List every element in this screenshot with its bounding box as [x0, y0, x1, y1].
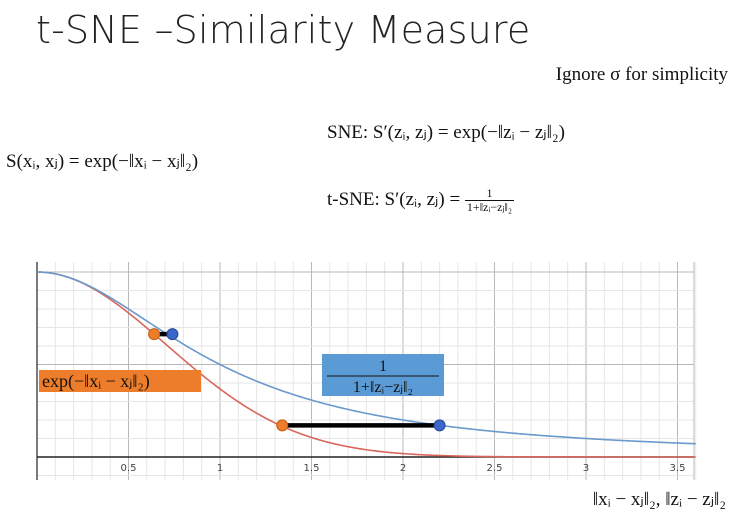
match-point-blue: [166, 328, 179, 341]
x-tick-label: 0.5: [121, 463, 137, 474]
x-tick-label: 3.5: [670, 463, 686, 474]
series-t-curve: [36, 271, 696, 445]
formula-sne: SNE: S′(zᵢ, zⱼ) = exp(−‖zᵢ − zⱼ‖₂): [327, 122, 565, 143]
x-tick-label: 3: [583, 463, 589, 474]
chart-ticks: 0.5 1 1.5 2 2.5 3 3.5: [121, 463, 686, 474]
x-tick-label: 2.5: [487, 463, 503, 474]
match-point-blue: [433, 419, 446, 432]
x-tick-label: 2: [400, 463, 406, 474]
series-t-label-num: 1: [379, 358, 387, 375]
x-tick-label: 1: [217, 463, 223, 474]
series-exp-label-text: exp(−‖xᵢ − xⱼ‖₂): [42, 371, 150, 392]
series-t-label-den: 1+‖zᵢ−zⱼ‖₂: [353, 379, 413, 396]
formula-s: S(xᵢ, xⱼ) = exp(−‖xᵢ − xⱼ‖₂): [6, 151, 199, 172]
formula-tsne-numerator: 1: [464, 187, 515, 201]
series-exp-label-bg: [39, 370, 201, 392]
x-tick-label: 1.5: [304, 463, 320, 474]
formula-tsne: t-SNE: S′(zᵢ, zⱼ) = 1 1+‖zᵢ−zⱼ‖₂: [327, 187, 515, 214]
series-exp-curve: [36, 271, 696, 458]
formula-tsne-denominator: 1+‖zᵢ−zⱼ‖₂: [466, 200, 513, 214]
sigma-note: Ignore σ for simplicity: [555, 64, 728, 85]
similarity-chart: 0.5 1 1.5 2 2.5 3 3.5 exp(−‖xᵢ − xⱼ‖₂) 1 1+‖zᵢ…: [36, 262, 697, 480]
series-exp-label: exp(−‖xᵢ − xⱼ‖₂): [39, 370, 201, 392]
formula-tsne-fraction: 1 1+‖zᵢ−zⱼ‖₂: [464, 187, 515, 214]
match-markers: [148, 328, 446, 432]
match-point-orange: [276, 419, 289, 432]
x-axis-label: ‖xᵢ − xⱼ‖₂, ‖zᵢ − zⱼ‖₂: [592, 489, 726, 510]
series-t-label-bg: [322, 354, 444, 396]
series-t-label: 1 1+‖zᵢ−zⱼ‖₂: [322, 354, 444, 396]
match-point-orange: [148, 328, 161, 341]
formula-tsne-prefix: t-SNE: S′(zᵢ, zⱼ) =: [327, 188, 461, 210]
page-title: t-SNE –Similarity Measure: [36, 8, 531, 52]
